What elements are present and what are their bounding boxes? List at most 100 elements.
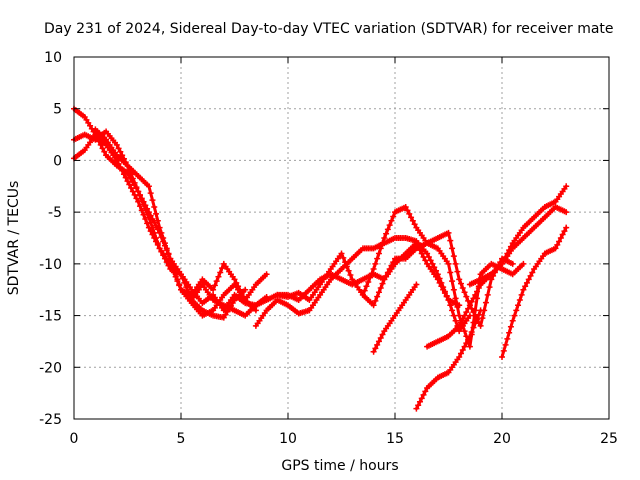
data-point [377,284,384,291]
y-tick-label: 10 [44,50,62,66]
data-point [128,185,135,192]
data-point [500,347,507,354]
data-point [434,271,441,278]
data-point [518,291,525,298]
data-point [425,253,432,260]
data-point [452,260,459,267]
data-point [372,345,379,352]
data-point [153,238,160,245]
data-point [359,291,366,298]
series-pass-3 [71,131,259,319]
data-point [170,266,177,273]
data-point [140,198,147,205]
data-point [449,278,456,285]
data-point [474,316,481,323]
data-point [153,210,160,217]
x-tick-label: 20 [493,431,511,447]
data-point [160,235,167,241]
data-point [370,266,377,273]
data-point [436,275,443,282]
data-point [372,260,379,267]
data-point [147,190,154,197]
data-point [233,279,240,286]
data-point [370,302,377,309]
data-point [420,391,427,398]
data-point [383,272,390,279]
data-point [523,279,530,286]
data-point [416,398,423,405]
y-tick-label: -25 [39,412,62,428]
data-point [447,302,454,309]
data-point [131,179,138,186]
data-point [418,395,425,402]
data-point [556,238,563,245]
data-point [381,235,388,241]
data-point [516,297,523,304]
data-point [466,333,473,340]
data-point [263,271,270,278]
data-point [126,181,133,188]
data-point [452,317,459,324]
data-point [470,295,477,302]
data-point [374,293,381,300]
data-point [404,207,411,214]
data-point [379,240,386,247]
data-point [381,276,388,283]
data-point [377,334,384,341]
data-point [459,284,466,291]
data-point [142,216,149,223]
data-point [156,224,163,231]
data-point [418,250,425,257]
data-point [468,298,475,305]
chart-title: Day 231 of 2024, Sidereal Day-to-day VTE… [44,21,614,37]
data-point [149,216,156,223]
data-point [402,203,409,210]
data-point [142,202,149,209]
data-point [482,299,489,306]
data-point [525,276,532,283]
data-point [383,230,390,237]
data-point [445,297,452,304]
data-point [422,388,429,395]
data-point [97,141,104,148]
data-point [163,245,170,252]
data-point [252,307,259,314]
data-point [475,311,482,318]
data-point [488,276,495,283]
data-point [238,290,245,297]
data-point [466,302,473,309]
data-point [379,280,386,287]
data-point [563,183,570,190]
data-point [379,331,386,338]
data-point [235,283,242,290]
data-point [117,148,124,155]
data-point [449,245,456,252]
data-point [140,211,147,218]
data-point [563,209,570,216]
series-pass-8 [359,203,516,329]
data-point [145,209,152,216]
data-point [477,307,484,314]
data-point [377,245,384,252]
data-point [447,237,454,244]
series-pass-13 [499,224,570,360]
data-point [470,309,477,316]
data-point [456,353,463,360]
y-tick-label: -10 [39,257,62,273]
data-point [561,228,568,235]
data-point [507,323,514,330]
data-point [340,254,347,261]
data-point [174,276,181,283]
data-point [135,198,142,205]
x-tick-label: 0 [70,431,79,447]
y-axis-label: SDTVAR / TECUs [6,181,22,296]
data-point [119,152,126,159]
data-point [502,341,509,348]
data-point [507,243,514,250]
data-point [443,292,450,299]
data-point [461,343,468,350]
data-point [515,302,522,309]
data-point [529,269,536,276]
data-point [499,260,505,267]
